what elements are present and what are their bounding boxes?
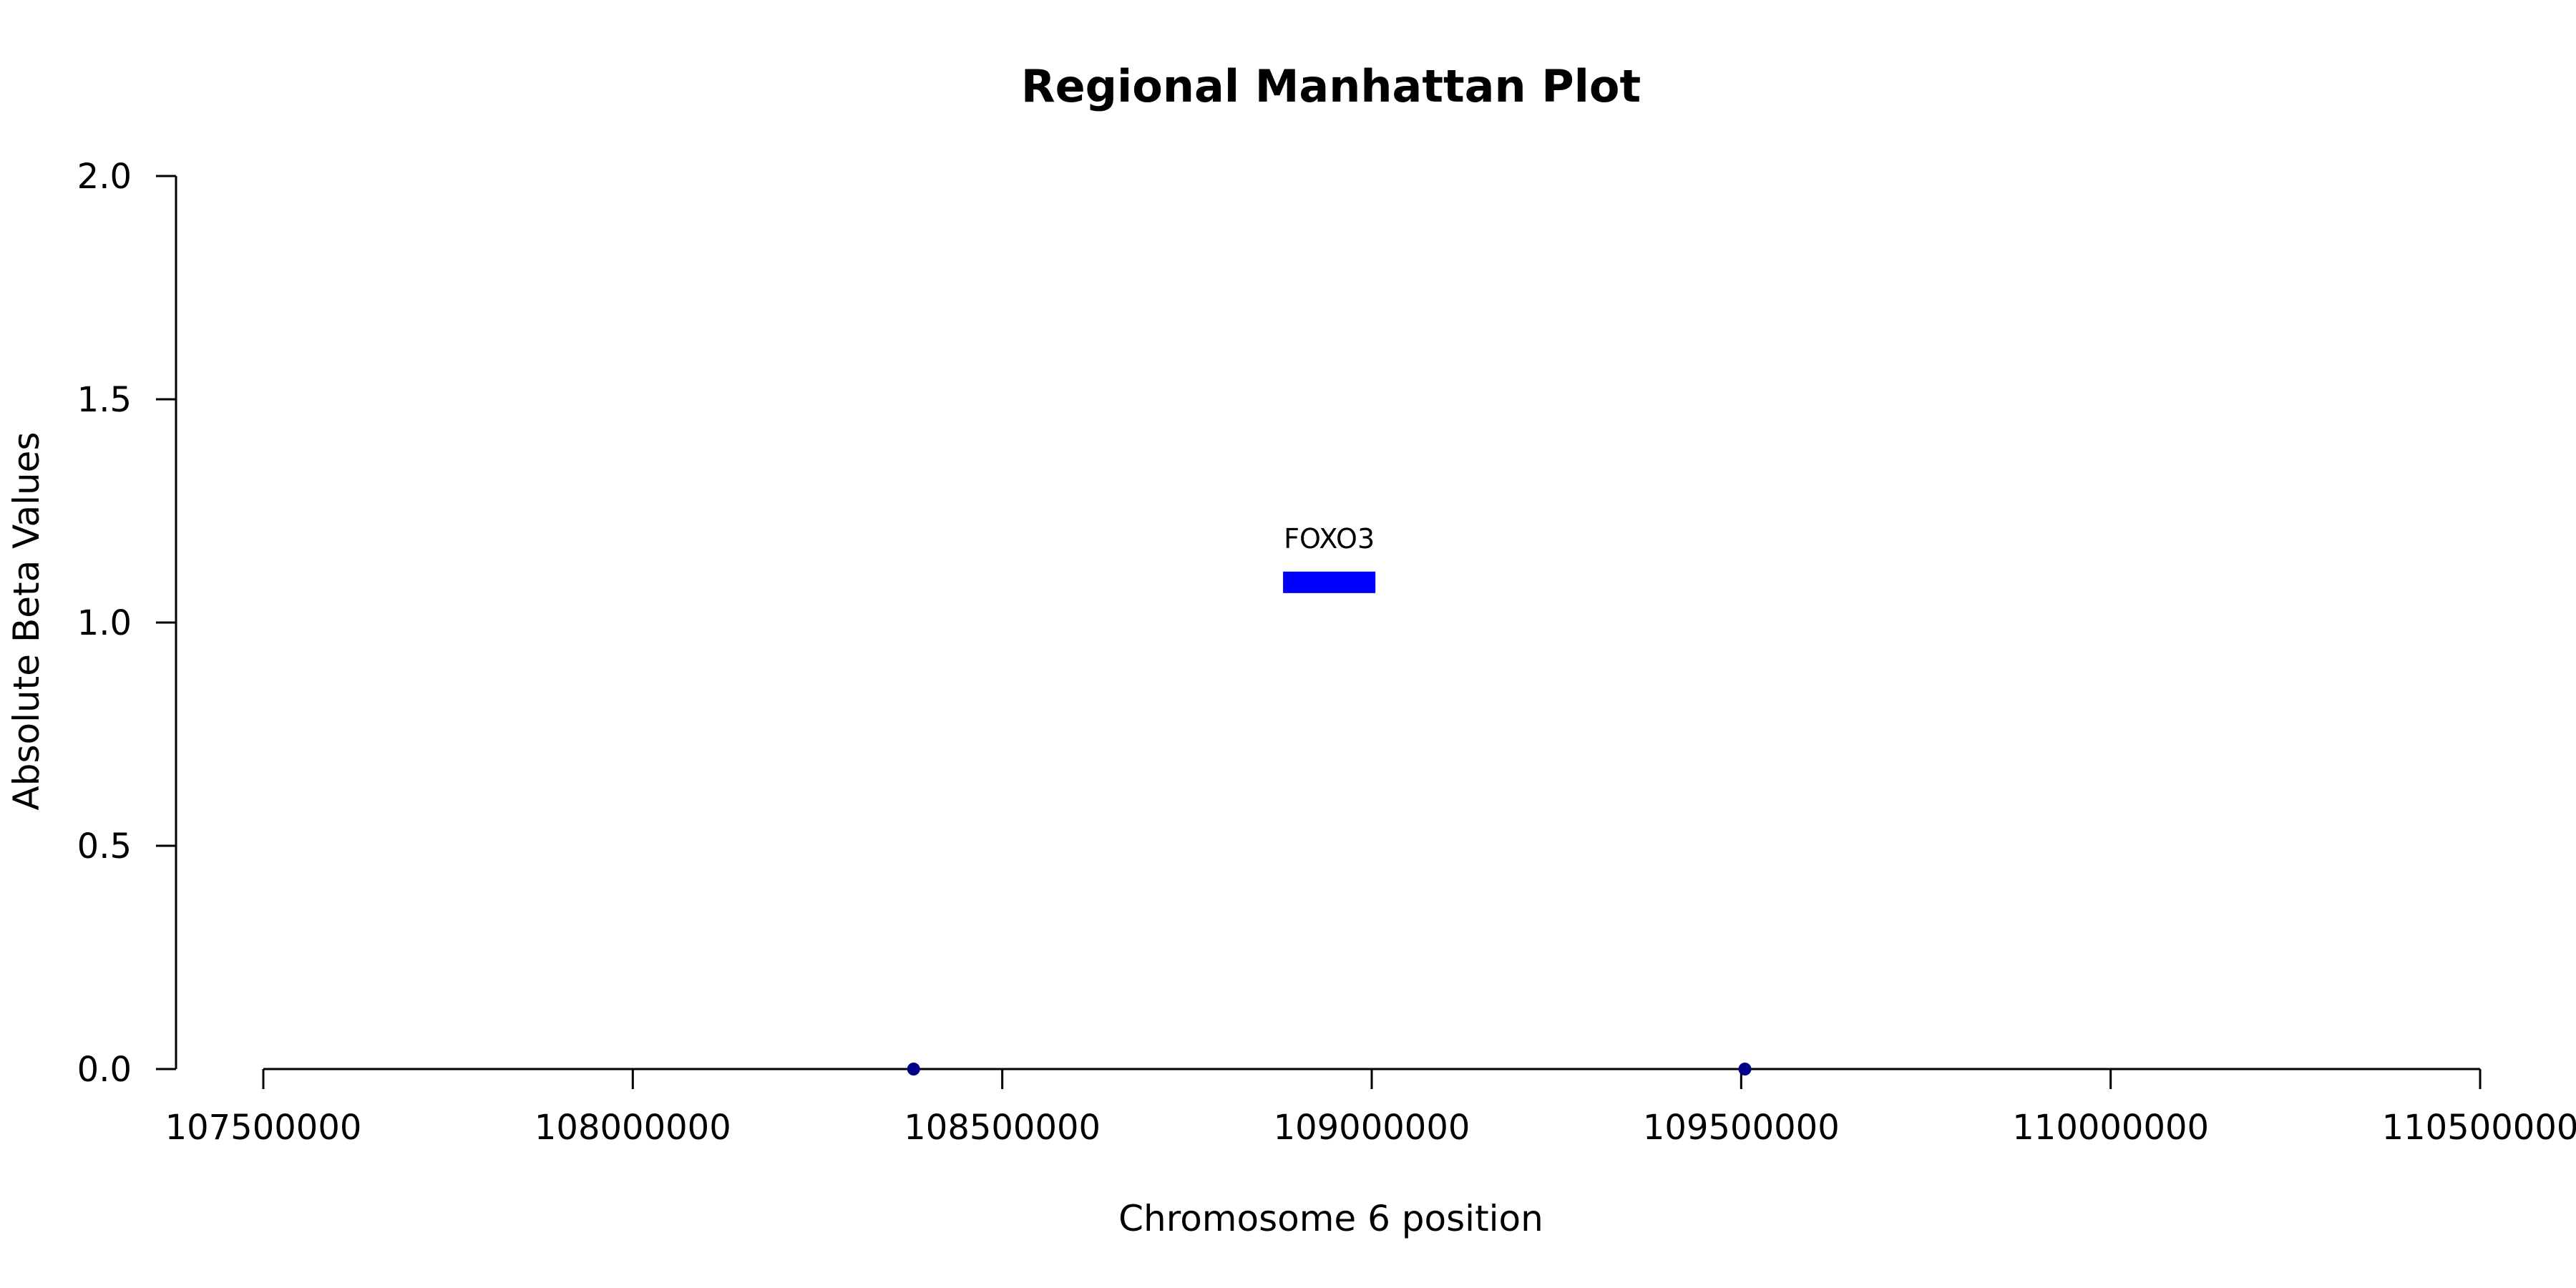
y-tick-label: 1.5 [77, 380, 132, 420]
x-axis: 107500000 108000000 108500000 109000000 1095… [165, 1068, 2576, 1148]
gene-bar [1283, 571, 1376, 593]
data-point [907, 1063, 920, 1075]
data-point [1738, 1063, 1752, 1075]
gene-track: FOXO3 [1283, 523, 1376, 593]
y-tick-label: 2.0 [77, 157, 132, 197]
y-axis: 0.0 0.5 1.0 1.5 2.0 [77, 157, 177, 1090]
x-tick-label: 109000000 [1274, 1108, 1470, 1148]
gene-label: FOXO3 [1284, 523, 1375, 555]
y-tick-label: 1.0 [77, 603, 132, 643]
y-tick-label: 0.0 [77, 1050, 132, 1090]
chart-title: Regional Manhattan Plot [1021, 60, 1641, 112]
x-tick-label: 110000000 [2012, 1108, 2209, 1148]
x-tick-label: 107500000 [165, 1108, 362, 1148]
x-axis-label: Chromosome 6 position [1118, 1198, 1543, 1239]
x-tick-label: 108000000 [535, 1108, 731, 1148]
x-tick-label: 108500000 [904, 1108, 1101, 1148]
data-points [907, 1063, 1752, 1075]
x-tick-label: 109500000 [1643, 1108, 1840, 1148]
y-axis-label: Absolute Beta Values [6, 432, 47, 811]
y-tick-label: 0.5 [77, 826, 132, 867]
x-tick-label: 110500000 [2382, 1108, 2576, 1148]
